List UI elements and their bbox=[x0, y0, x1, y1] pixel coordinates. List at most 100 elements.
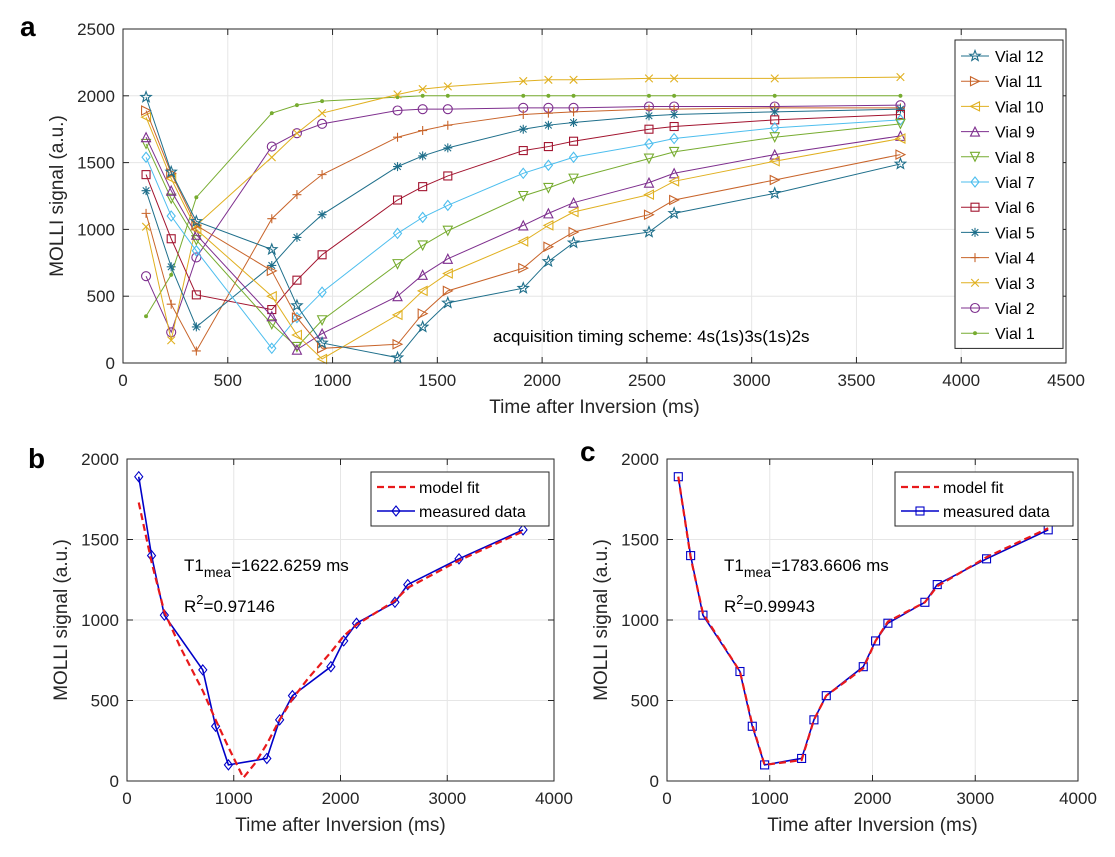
data-point bbox=[393, 90, 402, 99]
data-point bbox=[898, 93, 903, 98]
data-point bbox=[569, 107, 579, 117]
x-tick-label: 2500 bbox=[628, 371, 666, 390]
data-point bbox=[568, 136, 579, 146]
y-tick-label: 0 bbox=[650, 772, 659, 791]
data-point bbox=[669, 110, 679, 120]
data-point bbox=[291, 128, 302, 139]
legend-marker bbox=[915, 506, 925, 516]
data-point bbox=[770, 107, 780, 117]
y-tick-label: 2000 bbox=[77, 87, 115, 106]
series-line bbox=[145, 110, 901, 349]
y-tick-label: 2000 bbox=[621, 450, 659, 469]
series-group bbox=[139, 72, 908, 365]
data-point bbox=[294, 103, 299, 108]
x-axis-label: Time after Inversion (ms) bbox=[767, 815, 977, 836]
data-point bbox=[159, 609, 170, 622]
data-point bbox=[893, 156, 908, 170]
data-point bbox=[517, 236, 529, 247]
data-point bbox=[266, 319, 278, 330]
x-tick-label: 0 bbox=[122, 789, 131, 808]
data-point bbox=[768, 155, 780, 167]
data-point bbox=[544, 75, 553, 84]
data-point bbox=[165, 184, 177, 196]
t1-part: =1783.6606 ms bbox=[771, 556, 889, 575]
data-point bbox=[317, 342, 328, 354]
r2-annotation: R2=0.99943 bbox=[724, 592, 815, 616]
legend: model fit measured data bbox=[894, 471, 1074, 527]
data-point bbox=[315, 335, 329, 349]
data-point bbox=[292, 129, 302, 138]
data-point bbox=[542, 220, 554, 231]
series-vial-9 bbox=[140, 130, 906, 355]
legend-item: Vial 5 bbox=[961, 225, 1035, 242]
panel-label-a: a bbox=[20, 11, 36, 42]
data-point bbox=[141, 186, 151, 196]
series-group bbox=[673, 472, 1053, 770]
data-point bbox=[392, 290, 403, 302]
data-point bbox=[518, 262, 529, 274]
data-point bbox=[920, 597, 930, 607]
data-point bbox=[392, 105, 403, 116]
data-point bbox=[317, 108, 327, 118]
data-point bbox=[139, 90, 153, 103]
data-point bbox=[417, 211, 428, 224]
legend-label: measured data bbox=[943, 504, 1050, 521]
data-point bbox=[417, 308, 429, 319]
data-point bbox=[895, 113, 906, 126]
data-point bbox=[518, 124, 528, 134]
legend-label: Vial 6 bbox=[995, 200, 1035, 217]
data-point bbox=[317, 286, 327, 299]
data-point bbox=[223, 759, 234, 771]
legend-label: Vial 12 bbox=[995, 49, 1044, 66]
x-tick-label: 4000 bbox=[535, 789, 573, 808]
plot-area bbox=[123, 29, 1066, 363]
legend-label: measured data bbox=[419, 504, 526, 521]
legend-label: Vial 4 bbox=[995, 251, 1035, 268]
data-point bbox=[769, 174, 781, 186]
y-axis-label: MOLLI signal (a.u.) bbox=[591, 539, 612, 701]
fit-line bbox=[677, 476, 1049, 767]
y-tick-label: 500 bbox=[91, 692, 119, 711]
data-point bbox=[643, 189, 655, 201]
data-point bbox=[393, 162, 403, 172]
data-point bbox=[518, 523, 528, 536]
data-point bbox=[543, 108, 553, 118]
x-tick-label: 500 bbox=[214, 371, 242, 390]
data-point bbox=[643, 153, 655, 165]
data-point bbox=[668, 175, 680, 187]
data-point bbox=[420, 93, 425, 98]
data-point bbox=[543, 159, 554, 172]
data-point bbox=[393, 132, 403, 142]
series-line bbox=[145, 116, 901, 360]
data-point bbox=[568, 226, 580, 238]
x-tick-label: 1000 bbox=[751, 789, 789, 808]
data-point bbox=[317, 210, 327, 220]
x-tick-label: 4500 bbox=[1047, 371, 1085, 390]
x-tick-label: 0 bbox=[662, 789, 671, 808]
data-point bbox=[417, 104, 428, 115]
legend-label: Vial 8 bbox=[995, 150, 1035, 167]
legend-marker bbox=[969, 302, 981, 314]
data-point bbox=[418, 151, 428, 161]
data-point bbox=[267, 260, 277, 270]
data-point bbox=[521, 93, 526, 98]
data-point bbox=[166, 210, 176, 222]
y-tick-label: 2000 bbox=[81, 450, 119, 469]
data-point bbox=[140, 138, 152, 150]
data-point bbox=[772, 93, 777, 98]
data-point bbox=[141, 208, 151, 218]
series-vial-10 bbox=[140, 111, 906, 365]
data-point bbox=[395, 95, 400, 100]
y-tick-label: 500 bbox=[631, 692, 659, 711]
data-point bbox=[669, 194, 680, 206]
legend-label: Vial 1 bbox=[995, 326, 1035, 343]
x-tick-label: 3500 bbox=[838, 371, 876, 390]
series-vial-2 bbox=[141, 100, 906, 338]
series-vial-8 bbox=[140, 118, 906, 353]
data-point bbox=[770, 74, 779, 83]
x-tick-label: 2000 bbox=[523, 371, 561, 390]
series-line bbox=[145, 96, 901, 359]
legend-item: Vial 10 bbox=[961, 99, 1044, 116]
data-point bbox=[415, 319, 430, 333]
